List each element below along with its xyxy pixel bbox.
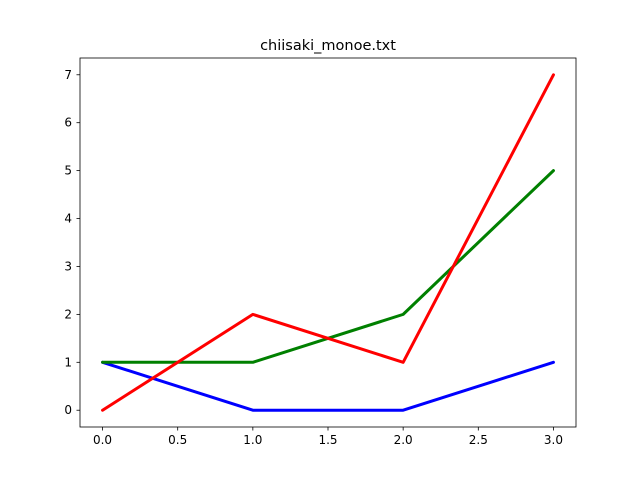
x-tick-label: 0.0 — [93, 433, 112, 447]
x-tick-label: 2.5 — [469, 433, 488, 447]
y-tick-label: 7 — [64, 68, 72, 82]
series-line-3 — [101, 73, 555, 412]
y-tick-label: 3 — [64, 259, 72, 273]
y-tick-label: 0 — [64, 403, 72, 417]
x-tick-label: 0.5 — [168, 433, 187, 447]
y-axis: 0 1 2 3 4 5 6 7 — [64, 68, 80, 417]
y-tick-label: 1 — [64, 355, 72, 369]
series-line-1 — [101, 360, 555, 412]
series-layer — [101, 73, 555, 412]
chart-title: chiisaki_monoe.txt — [260, 38, 396, 54]
y-tick-label: 2 — [64, 307, 72, 321]
x-axis: 0.0 0.5 1.0 1.5 2.0 2.5 3.0 — [93, 427, 563, 447]
y-tick-label: 5 — [64, 164, 72, 178]
y-tick-label: 6 — [64, 116, 72, 130]
x-tick-label: 3.0 — [544, 433, 563, 447]
plot-frame — [79, 57, 577, 428]
y-tick-label: 4 — [64, 212, 72, 226]
x-tick-label: 2.0 — [394, 433, 413, 447]
x-tick-label: 1.0 — [243, 433, 262, 447]
series-line-2 — [101, 169, 555, 364]
x-tick-label: 1.5 — [318, 433, 337, 447]
